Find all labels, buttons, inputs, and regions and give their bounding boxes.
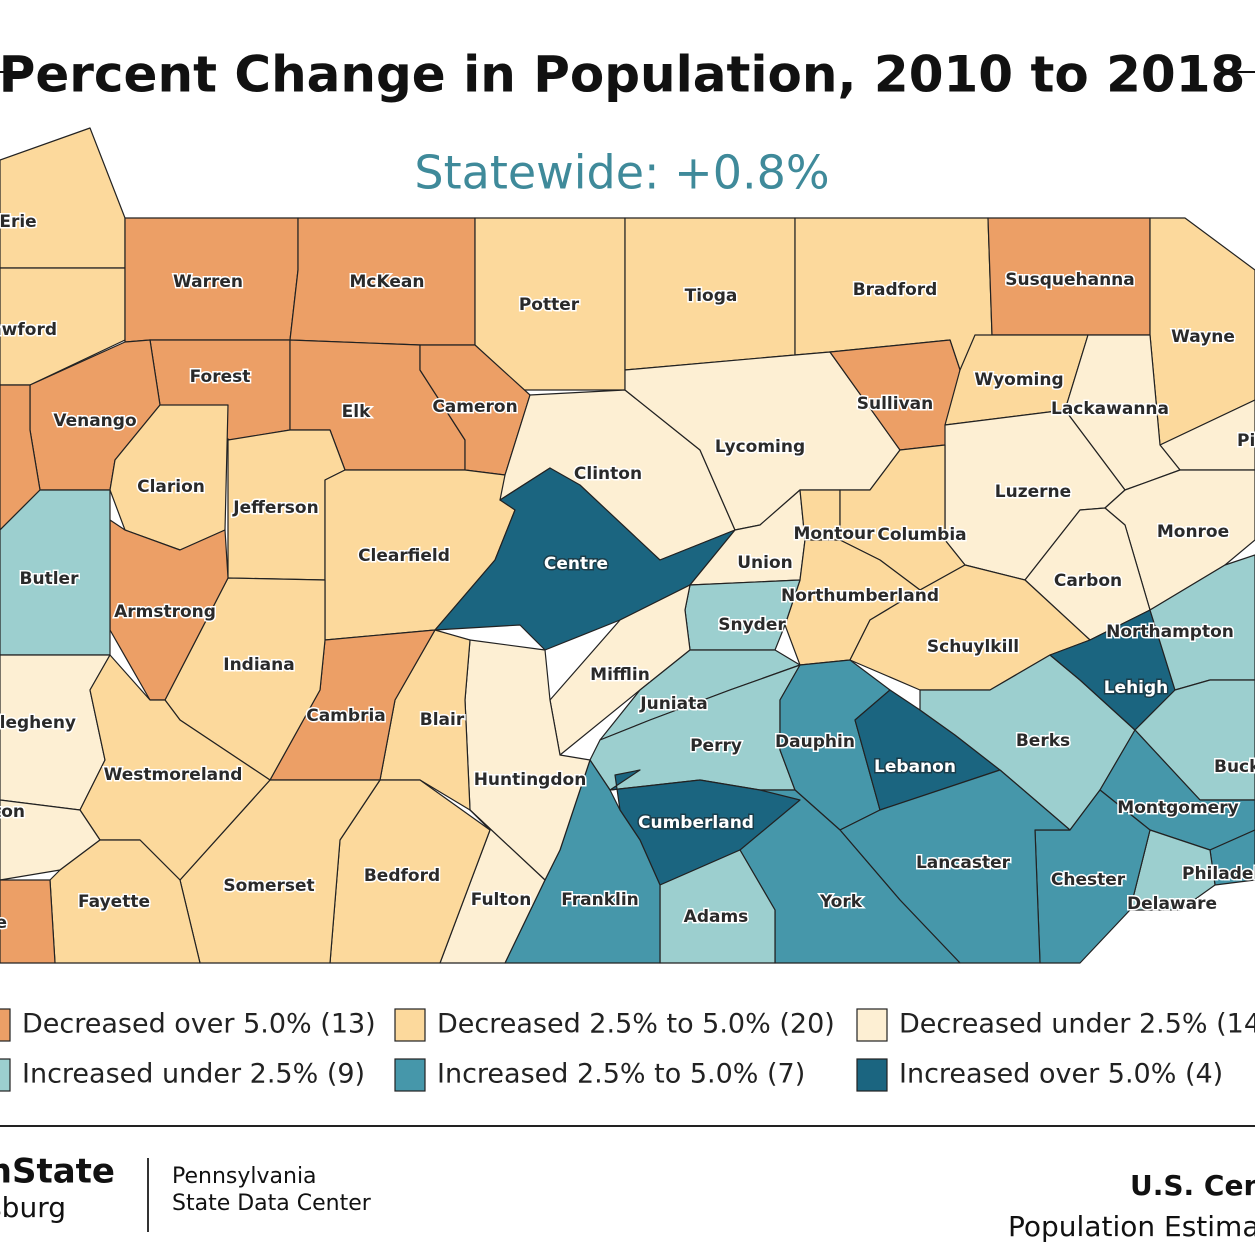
- county-label: Philadelphia: [1182, 864, 1255, 884]
- county-label: Cameron: [432, 397, 517, 417]
- legend-swatch: [856, 1008, 888, 1042]
- county-label: Northumberland: [781, 586, 939, 606]
- org-text: State Data Center: [172, 1191, 372, 1216]
- county: [474, 217, 626, 391]
- county-label: Washington: [0, 802, 25, 822]
- county-label: York: [819, 892, 863, 912]
- county-label: Lackawanna: [1051, 399, 1169, 419]
- legend-swatch: [394, 1008, 426, 1042]
- county-label: Lehigh: [1104, 678, 1169, 698]
- county-label: Lancaster: [916, 853, 1011, 873]
- county-label: Berks: [1016, 731, 1070, 751]
- county: [79, 654, 271, 881]
- county-label: Crawford: [0, 320, 57, 340]
- county-label: Monroe: [1157, 522, 1229, 542]
- county-label: Columbia: [877, 525, 966, 545]
- county-label: Northampton: [1106, 622, 1234, 642]
- county: [0, 127, 126, 269]
- county-label: Butler: [20, 569, 80, 589]
- county-label: Sullivan: [857, 394, 933, 414]
- county-label: Jefferson: [232, 498, 318, 518]
- county-label: Erie: [0, 212, 37, 232]
- county-label: Perry: [690, 736, 742, 756]
- legend-label: Decreased under 2.5% (14): [899, 1009, 1255, 1040]
- county-label: Somerset: [223, 876, 314, 896]
- county-label: Mifflin: [590, 665, 650, 685]
- county-label: Franklin: [561, 890, 639, 910]
- county-label: Clarion: [137, 477, 205, 497]
- county-label: Chester: [1051, 870, 1126, 890]
- county-label: Potter: [519, 295, 580, 315]
- legend-swatch: [0, 1008, 11, 1042]
- county-labels: Erie Crawford Warren McKean Potter Tioga Bradf…: [0, 211, 1255, 935]
- county-label: Warren: [173, 272, 243, 292]
- county-label: Clearfield: [358, 546, 450, 566]
- county-label: Lycoming: [715, 437, 805, 457]
- legend-swatch: [0, 1058, 11, 1092]
- county-label: Blair: [420, 710, 465, 730]
- county-label: Armstrong: [114, 602, 216, 622]
- legend-label: Increased under 2.5% (9): [22, 1059, 365, 1090]
- county: [439, 809, 546, 964]
- county-label: Pike: [1237, 431, 1255, 451]
- source-text: Population Estimates: [1008, 1210, 1255, 1243]
- county: [0, 489, 111, 656]
- county-label: Elk: [342, 402, 371, 422]
- org-text: Pennsylvania: [172, 1164, 317, 1189]
- county-label: Cumberland: [638, 813, 754, 833]
- county-label: Carbon: [1054, 571, 1122, 591]
- legend-swatch: [394, 1058, 426, 1092]
- source-text: U.S. Census Bureau: [1130, 1169, 1255, 1202]
- county-label: Tioga: [685, 286, 738, 306]
- county-label: Dauphin: [775, 732, 855, 752]
- county-label: Bedford: [364, 866, 440, 886]
- county-label: Centre: [544, 554, 608, 574]
- county-label: Fayette: [78, 892, 150, 912]
- county: [0, 879, 56, 964]
- county-label: Montour: [794, 524, 876, 544]
- county-label: Wayne: [1171, 327, 1235, 347]
- county-label: Fulton: [471, 890, 532, 910]
- county-label: Delaware: [1127, 894, 1217, 914]
- county-label: Luzerne: [995, 482, 1071, 502]
- county-label: Schuylkill: [927, 637, 1019, 657]
- county-label: Union: [737, 553, 793, 573]
- county-label: Snyder: [718, 615, 786, 635]
- county: [49, 839, 201, 964]
- legend-label: Increased 2.5% to 5.0% (7): [437, 1059, 805, 1090]
- county-label: Greene: [0, 913, 7, 933]
- county-label: Venango: [53, 411, 136, 431]
- legend-swatch: [856, 1058, 888, 1092]
- county-label: Wyoming: [974, 370, 1063, 390]
- county-label: Juniata: [639, 694, 707, 714]
- county-label: Cambria: [306, 706, 386, 726]
- county-map: [0, 127, 1255, 964]
- county: [0, 267, 126, 386]
- county: [109, 519, 229, 701]
- county-label: McKean: [350, 272, 425, 292]
- logo-text: PennState: [0, 1152, 115, 1192]
- county-label: Allegheny: [0, 713, 76, 733]
- legend: Decreased over 5.0% (13) Decreased 2.5% t…: [0, 1008, 1255, 1092]
- logo-text: Harrisburg: [0, 1191, 66, 1224]
- county-label: Susquehanna: [1005, 270, 1135, 290]
- county-label: Clinton: [574, 464, 642, 484]
- county-label: Huntingdon: [474, 770, 587, 790]
- county: [0, 384, 41, 531]
- legend-label: Decreased over 5.0% (13): [22, 1009, 376, 1040]
- county-label: Westmoreland: [104, 765, 243, 785]
- county-label: Bucks: [1214, 757, 1255, 777]
- county-label: Forest: [190, 367, 251, 387]
- county-label: Adams: [684, 907, 749, 927]
- county-label: Bradford: [853, 280, 938, 300]
- legend-label: Increased over 5.0% (4): [899, 1059, 1223, 1090]
- title: Percent Change in Population, 2010 to 20…: [0, 46, 1245, 104]
- county-label: Indiana: [223, 655, 294, 675]
- county-label: Montgomery: [1117, 798, 1238, 818]
- county-label: Lebanon: [874, 757, 956, 777]
- legend-label: Decreased 2.5% to 5.0% (20): [437, 1009, 835, 1040]
- subtitle: Statewide: +0.8%: [414, 146, 829, 200]
